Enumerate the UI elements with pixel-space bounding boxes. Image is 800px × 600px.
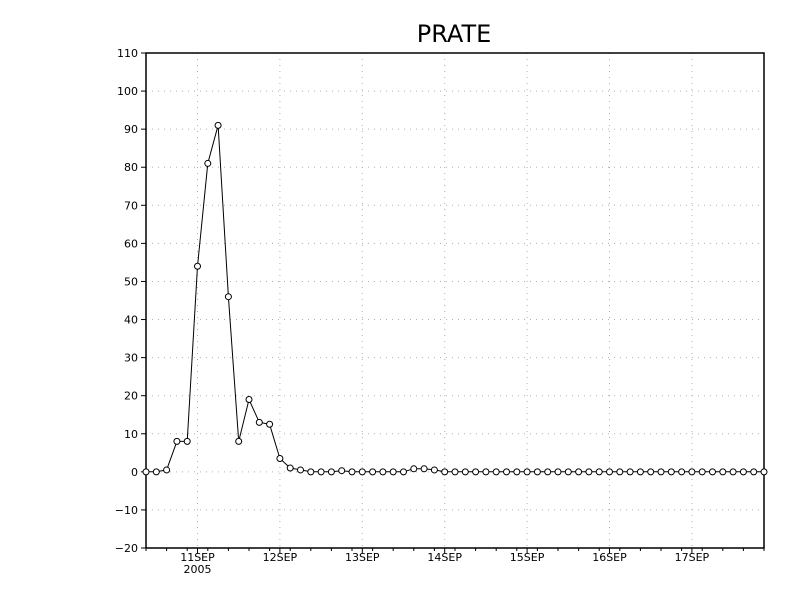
data-point (451, 468, 459, 476)
data-point (297, 466, 304, 474)
data-point (647, 468, 655, 476)
data-point (276, 455, 284, 463)
data-point (564, 468, 572, 476)
data-point (554, 468, 562, 476)
data-point (523, 468, 531, 476)
data-point (255, 418, 263, 426)
y-tick-label: 80 (124, 161, 138, 174)
chart-title: PRATE (417, 20, 492, 48)
y-tick-label: 50 (124, 275, 138, 288)
data-point (492, 468, 500, 476)
data-point (585, 468, 593, 476)
data-point (472, 468, 480, 476)
data-point (142, 468, 150, 476)
data-point (214, 121, 222, 129)
data-point (430, 466, 438, 474)
y-tick-label: 40 (124, 314, 138, 327)
data-point (307, 468, 315, 476)
x-tick-label: 16SEP (592, 551, 627, 564)
data-point (410, 465, 418, 473)
data-point (503, 468, 510, 476)
data-point (358, 468, 366, 476)
data-point (266, 420, 274, 428)
y-tick-label: −10 (115, 504, 138, 517)
data-point (709, 468, 716, 476)
data-point (729, 468, 737, 476)
y-axis-ticks: −20 −10 0 10 20 30 40 50 60 70 80 90 100 110 (115, 47, 146, 555)
data-point (152, 468, 160, 476)
y-tick-label: 90 (124, 123, 138, 136)
y-tick-label: 10 (124, 428, 138, 441)
data-point (698, 468, 706, 476)
series-line (146, 125, 764, 473)
data-point (163, 466, 171, 474)
y-tick-label: 0 (131, 466, 138, 479)
x-tick-label: 15SEP (510, 551, 545, 564)
x-tick-label: 17SEP (675, 551, 710, 564)
data-point (224, 293, 232, 301)
data-point (657, 468, 665, 476)
x-tick-sublabel: 2005 (184, 563, 212, 576)
data-point (606, 468, 613, 476)
data-point (338, 467, 346, 475)
data-point (204, 159, 212, 167)
data-point (616, 468, 624, 476)
data-point (739, 468, 747, 476)
y-tick-label: −20 (115, 542, 138, 555)
data-point (595, 468, 603, 476)
data-point (719, 468, 727, 476)
plot-frame (145, 52, 765, 549)
data-point (461, 468, 469, 476)
x-tick-label: 13SEP (345, 551, 380, 564)
y-tick-label: 30 (124, 352, 138, 365)
data-point (688, 468, 696, 476)
data-point (194, 262, 201, 270)
data-point (482, 468, 490, 476)
x-tick-label: 14SEP (427, 551, 462, 564)
y-tick-label: 60 (124, 237, 138, 250)
data-point (327, 468, 335, 476)
data-point (173, 437, 181, 445)
x-tick-label: 12SEP (263, 551, 298, 564)
data-point (636, 468, 644, 476)
data-point (420, 465, 428, 473)
data-point (760, 468, 768, 476)
series-points (142, 121, 768, 476)
data-point (245, 396, 253, 403)
data-point (379, 468, 387, 476)
grid-layer (146, 53, 764, 548)
data-point (317, 468, 325, 476)
data-point (626, 468, 634, 476)
data-point (183, 437, 191, 445)
data-point (286, 464, 294, 472)
data-point (389, 468, 397, 476)
y-tick-label: 70 (124, 199, 138, 212)
data-point (544, 468, 552, 476)
data-point (441, 468, 449, 476)
data-point (575, 468, 583, 476)
data-point (513, 468, 521, 476)
y-tick-label: 110 (117, 47, 138, 60)
x-tick-label: 11SEP (180, 551, 215, 564)
data-point (348, 468, 356, 476)
data-point (678, 468, 686, 476)
y-tick-label: 100 (117, 85, 138, 98)
y-tick-label: 20 (124, 390, 138, 403)
data-point (369, 468, 377, 476)
data-point (667, 468, 675, 476)
data-point (235, 437, 243, 445)
data-point (400, 468, 407, 476)
data-point (533, 468, 541, 476)
data-point (750, 468, 758, 476)
